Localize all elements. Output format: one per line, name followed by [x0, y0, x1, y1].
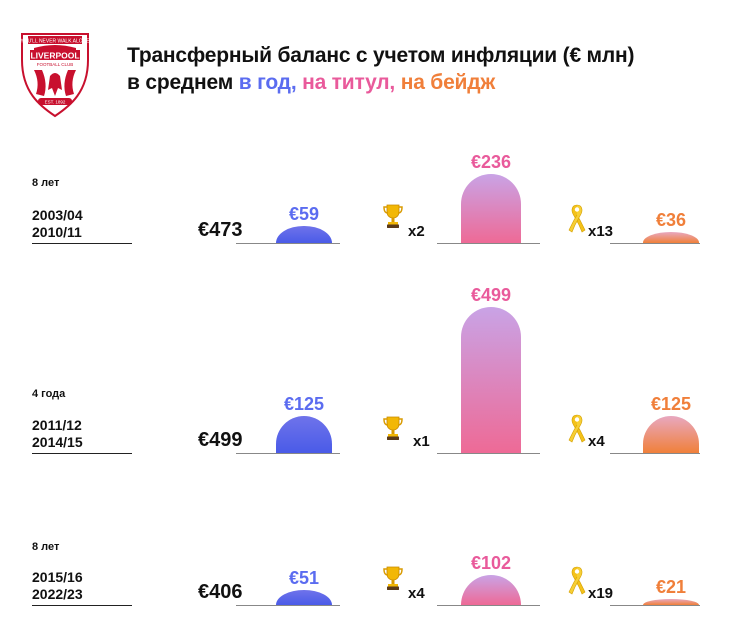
bar-per-year — [276, 416, 332, 453]
bar-baseline — [437, 243, 540, 244]
bar-baseline — [610, 243, 700, 244]
bar-per-year — [276, 225, 332, 243]
period-label: 8 лет — [32, 177, 60, 189]
total-balance: €473 — [198, 219, 243, 241]
bar-per-title — [461, 575, 521, 605]
title-line-2: в среднем в год, на титул, на бейдж — [127, 69, 634, 96]
season-start: 2011/12 — [32, 417, 82, 433]
title-per-title: на титул, — [296, 71, 396, 94]
title-per-year: в год, — [238, 71, 297, 94]
total-balance: €499 — [198, 429, 243, 451]
bar-value-label: €499 — [470, 284, 512, 305]
bar-per-badge — [643, 416, 699, 453]
season-end: 2014/15 — [32, 434, 83, 450]
period-label: 4 года — [32, 388, 66, 400]
bar-per-title — [461, 306, 521, 453]
bar-value-label: €125 — [283, 394, 325, 415]
title-line-1: Трансферный баланс с учетом инфляции (€ … — [127, 44, 635, 67]
bar-baseline — [610, 453, 700, 454]
bar-per-badge — [643, 598, 699, 605]
bar-value-label: €236 — [470, 151, 512, 172]
bar-value-label: €21 — [655, 576, 687, 597]
bar-value-label: €102 — [470, 553, 512, 574]
bar-baseline — [610, 605, 700, 606]
season-underline — [32, 453, 132, 454]
badges-count: x4 — [588, 433, 605, 450]
titles-count: x4 — [408, 585, 425, 602]
bar-per-year — [276, 590, 332, 605]
season-end: 2022/23 — [32, 586, 83, 602]
badges-count: x19 — [588, 585, 614, 602]
bar-baseline — [236, 453, 340, 454]
bar-value-label: €125 — [650, 394, 692, 415]
season-end: 2010/11 — [32, 224, 82, 240]
title-per-badge: на бейдж — [395, 71, 496, 94]
titles-count: x2 — [408, 223, 425, 240]
period-label: 8 лет — [32, 541, 60, 553]
logo-est: EST. 1892 — [45, 100, 66, 105]
bar-value-label: €36 — [655, 210, 687, 231]
liverpool-logo: YOU'LL NEVER WALK ALONE LIVERPOOL FOOTBA… — [14, 30, 96, 120]
bar-per-title — [461, 173, 521, 243]
season-range: 2015/16 2022/23 — [32, 569, 83, 603]
bar-value-label: €59 — [288, 203, 320, 224]
season-underline — [32, 243, 132, 244]
chart-title: Трансферный баланс с учетом инфляции (€ … — [127, 42, 635, 96]
bar-baseline — [437, 605, 540, 606]
total-balance: €406 — [198, 581, 243, 603]
titles-count: x1 — [413, 433, 430, 450]
bar-per-badge — [643, 232, 699, 243]
bar-value-label: €51 — [288, 568, 320, 589]
bar-baseline — [236, 605, 340, 606]
season-start: 2003/04 — [32, 207, 83, 223]
logo-sub: FOOTBALL CLUB — [37, 62, 74, 67]
logo-motto: YOU'LL NEVER WALK ALONE — [20, 39, 90, 45]
ribbon-badge-icon — [566, 203, 588, 238]
trophy-icon — [382, 203, 404, 234]
logo-name: LIVERPOOL — [30, 51, 79, 61]
bar-baseline — [437, 453, 540, 454]
badges-count: x13 — [588, 223, 614, 240]
ribbon-badge-icon — [566, 565, 588, 600]
trophy-icon — [382, 415, 404, 446]
season-underline — [32, 605, 132, 606]
season-range: 2011/12 2014/15 — [32, 417, 83, 451]
ribbon-badge-icon — [566, 413, 588, 448]
trophy-icon — [382, 565, 404, 596]
bar-baseline — [236, 243, 340, 244]
title-prefix: в среднем — [127, 71, 239, 94]
season-range: 2003/04 2010/11 — [32, 207, 83, 241]
season-start: 2015/16 — [32, 569, 83, 585]
